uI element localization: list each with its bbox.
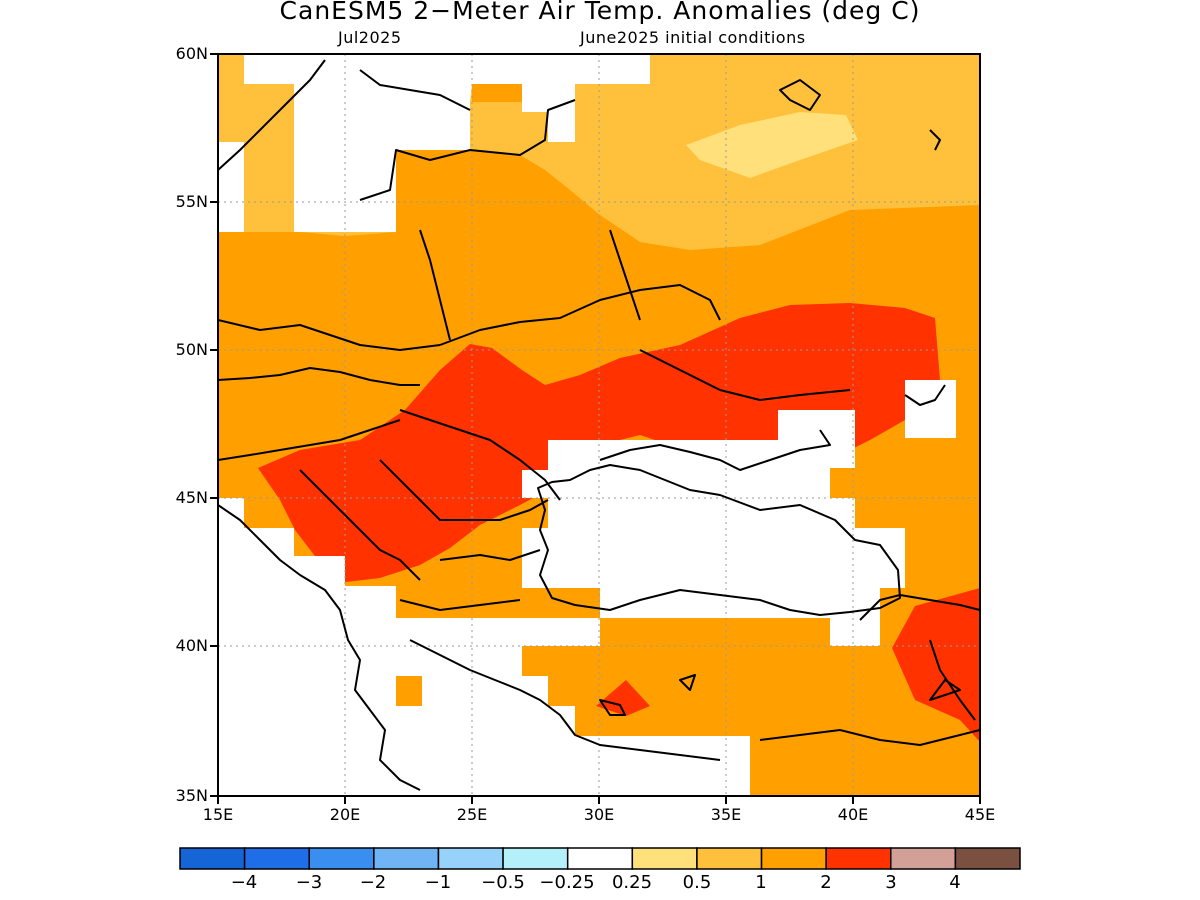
- colorbar-label: −1: [424, 872, 452, 893]
- lon-label-45e: 45E: [964, 805, 996, 824]
- lat-label-35n: 35N: [175, 786, 208, 805]
- anomaly-3-4-patch-caucasus: [892, 588, 980, 742]
- initial-conditions-label: June2025 initial conditions: [580, 28, 806, 47]
- colorbar-swatch: [502, 847, 569, 870]
- colorbar-label: −2: [359, 872, 387, 893]
- lat-label-50n: 50N: [175, 340, 208, 359]
- colorbar-swatch: [696, 847, 763, 870]
- colorbar-swatch: [825, 847, 892, 870]
- colorbar-swatch: [373, 847, 440, 870]
- colorbar-swatch: [243, 847, 310, 870]
- anomaly-3-4-patch-turkey: [596, 680, 650, 716]
- colorbar-label: −0.25: [539, 872, 595, 893]
- lat-label-40n: 40N: [175, 636, 208, 655]
- colorbar-swatch: [631, 847, 698, 870]
- lon-label-15e: 15E: [202, 805, 234, 824]
- colorbar-label: 2: [820, 872, 832, 893]
- axis-ticks: [210, 53, 981, 804]
- colorbar-label: −3: [295, 872, 323, 893]
- grid-lines: [218, 54, 980, 796]
- neutral-region-north: [218, 54, 650, 232]
- anomaly-2-3-patch-greece: [396, 676, 422, 706]
- colorbar-swatch: [308, 847, 375, 870]
- colorbar-swatch: [179, 847, 246, 870]
- anomaly-2-3-patch: [472, 84, 522, 102]
- colorbar: [179, 847, 1021, 870]
- colorbar-label: −4: [230, 872, 258, 893]
- map-title: CanESM5 2−Meter Air Temp. Anomalies (deg…: [279, 0, 921, 25]
- neutral-region-black-sea: [522, 410, 905, 646]
- lon-label-20e: 20E: [329, 805, 361, 824]
- lat-label-60n: 60N: [175, 44, 208, 63]
- lon-label-40e: 40E: [837, 805, 869, 824]
- lon-label-30e: 30E: [583, 805, 615, 824]
- lat-label-55n: 55N: [175, 192, 208, 211]
- colorbar-swatch: [566, 847, 634, 870]
- lon-label-35e: 35E: [710, 805, 742, 824]
- colorbar-swatch: [760, 847, 827, 870]
- colorbar-label: 3: [885, 872, 897, 893]
- colorbar-swatch: [437, 847, 504, 870]
- lon-label-25e: 25E: [456, 805, 488, 824]
- colorbar-label: 0.25: [611, 872, 653, 893]
- neutral-patch-volga: [905, 380, 956, 438]
- colorbar-label: 4: [949, 872, 961, 893]
- colorbar-label: −0.5: [481, 872, 525, 893]
- anomaly-0.5-1-patch: [686, 112, 858, 178]
- coastlines: [218, 59, 980, 791]
- colorbar-label: 0.5: [682, 872, 712, 893]
- neutral-region-balkans: [218, 498, 396, 796]
- colorbar-swatch: [954, 847, 1021, 870]
- colorbar-swatch: [890, 847, 957, 870]
- colorbar-label: 1: [755, 872, 767, 893]
- forecast-month: Jul2025: [338, 28, 402, 47]
- lat-label-45n: 45N: [175, 488, 208, 507]
